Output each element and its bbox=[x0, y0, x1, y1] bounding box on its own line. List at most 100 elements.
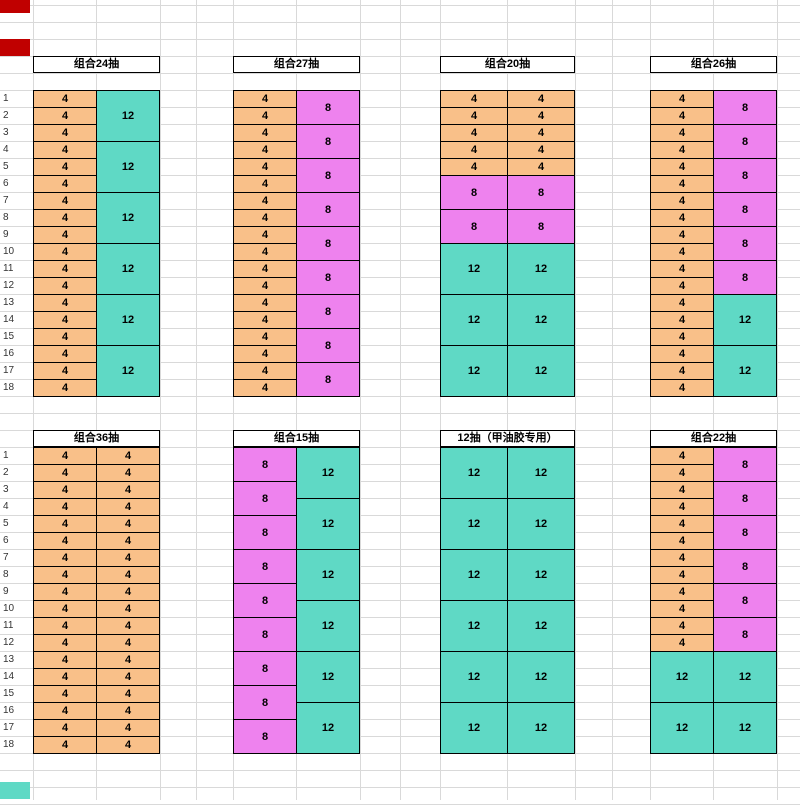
value-cell[interactable]: 4 bbox=[651, 278, 713, 294]
value-cell[interactable]: 4 bbox=[34, 295, 96, 311]
row-number-cell[interactable]: 2 bbox=[3, 467, 9, 478]
value-cell[interactable]: 4 bbox=[97, 635, 159, 651]
group-title[interactable]: 组合20抽 bbox=[440, 56, 575, 73]
row-number-cell[interactable]: 12 bbox=[3, 280, 15, 291]
value-cell[interactable]: 4 bbox=[97, 652, 159, 668]
value-cell[interactable]: 4 bbox=[34, 686, 96, 702]
value-cell[interactable]: 4 bbox=[651, 329, 713, 345]
value-cell[interactable]: 4 bbox=[34, 108, 96, 124]
value-cell[interactable]: 12 bbox=[97, 193, 159, 243]
row-number-cell[interactable]: 6 bbox=[3, 178, 9, 189]
value-cell[interactable]: 4 bbox=[234, 329, 296, 345]
value-cell[interactable]: 4 bbox=[651, 499, 713, 515]
value-cell[interactable]: 4 bbox=[34, 244, 96, 260]
value-cell[interactable]: 4 bbox=[97, 720, 159, 736]
value-cell[interactable]: 4 bbox=[651, 550, 713, 566]
value-cell[interactable]: 4 bbox=[234, 142, 296, 158]
value-cell[interactable]: 8 bbox=[234, 448, 296, 481]
row-number-cell[interactable]: 1 bbox=[3, 450, 9, 461]
value-cell[interactable]: 4 bbox=[651, 346, 713, 362]
value-cell[interactable]: 8 bbox=[714, 516, 776, 549]
value-cell[interactable]: 8 bbox=[714, 159, 776, 192]
value-cell[interactable]: 4 bbox=[97, 550, 159, 566]
value-cell[interactable]: 12 bbox=[441, 601, 507, 651]
value-cell[interactable]: 4 bbox=[234, 363, 296, 379]
value-cell[interactable]: 4 bbox=[34, 584, 96, 600]
value-cell[interactable]: 4 bbox=[34, 380, 96, 396]
value-cell[interactable]: 4 bbox=[651, 210, 713, 226]
value-cell[interactable]: 4 bbox=[651, 618, 713, 634]
value-cell[interactable]: 4 bbox=[34, 635, 96, 651]
value-cell[interactable]: 4 bbox=[651, 567, 713, 583]
value-cell[interactable]: 4 bbox=[34, 91, 96, 107]
value-cell[interactable]: 8 bbox=[234, 686, 296, 719]
value-cell[interactable]: 4 bbox=[34, 329, 96, 345]
value-cell[interactable]: 4 bbox=[34, 652, 96, 668]
value-cell[interactable]: 4 bbox=[34, 465, 96, 481]
value-cell[interactable]: 4 bbox=[234, 108, 296, 124]
value-cell[interactable]: 12 bbox=[97, 295, 159, 345]
value-cell[interactable]: 8 bbox=[714, 227, 776, 260]
value-cell[interactable]: 8 bbox=[234, 720, 296, 753]
row-number-cell[interactable]: 18 bbox=[3, 382, 15, 393]
value-cell[interactable]: 12 bbox=[441, 295, 507, 345]
value-cell[interactable]: 4 bbox=[651, 516, 713, 532]
value-cell[interactable]: 12 bbox=[714, 652, 776, 702]
value-cell[interactable]: 12 bbox=[97, 91, 159, 141]
value-cell[interactable]: 4 bbox=[651, 635, 713, 651]
value-cell[interactable]: 12 bbox=[441, 346, 507, 396]
value-cell[interactable]: 8 bbox=[714, 448, 776, 481]
value-cell[interactable]: 4 bbox=[651, 465, 713, 481]
value-cell[interactable]: 8 bbox=[297, 363, 359, 396]
row-number-cell[interactable]: 15 bbox=[3, 688, 15, 699]
group-title[interactable]: 组合36抽 bbox=[33, 430, 160, 447]
value-cell[interactable]: 12 bbox=[297, 499, 359, 549]
row-number-cell[interactable]: 12 bbox=[3, 637, 15, 648]
value-cell[interactable]: 4 bbox=[97, 448, 159, 464]
row-number-cell[interactable]: 4 bbox=[3, 501, 9, 512]
group-title[interactable]: 组合15抽 bbox=[233, 430, 360, 447]
value-cell[interactable]: 12 bbox=[714, 295, 776, 345]
value-cell[interactable]: 12 bbox=[508, 448, 574, 498]
value-cell[interactable]: 4 bbox=[234, 380, 296, 396]
value-cell[interactable]: 4 bbox=[34, 601, 96, 617]
value-cell[interactable]: 4 bbox=[651, 176, 713, 192]
group-title[interactable]: 12抽（甲油胶专用） bbox=[440, 430, 575, 447]
value-cell[interactable]: 12 bbox=[441, 244, 507, 294]
teal-cell-bottom[interactable] bbox=[0, 782, 30, 799]
row-number-cell[interactable]: 17 bbox=[3, 722, 15, 733]
value-cell[interactable]: 8 bbox=[297, 295, 359, 328]
value-cell[interactable]: 4 bbox=[34, 193, 96, 209]
value-cell[interactable]: 8 bbox=[714, 618, 776, 651]
value-cell[interactable]: 4 bbox=[508, 91, 574, 107]
value-cell[interactable]: 4 bbox=[508, 125, 574, 141]
value-cell[interactable]: 4 bbox=[34, 567, 96, 583]
value-cell[interactable]: 4 bbox=[34, 159, 96, 175]
value-cell[interactable]: 4 bbox=[34, 176, 96, 192]
row-number-cell[interactable]: 10 bbox=[3, 246, 15, 257]
row-number-cell[interactable]: 7 bbox=[3, 195, 9, 206]
value-cell[interactable]: 12 bbox=[651, 652, 713, 702]
row-number-cell[interactable]: 9 bbox=[3, 586, 9, 597]
value-cell[interactable]: 4 bbox=[234, 176, 296, 192]
red-cell-top-1[interactable] bbox=[0, 0, 30, 13]
value-cell[interactable]: 4 bbox=[651, 295, 713, 311]
value-cell[interactable]: 4 bbox=[234, 159, 296, 175]
value-cell[interactable]: 4 bbox=[234, 227, 296, 243]
value-cell[interactable]: 12 bbox=[508, 499, 574, 549]
value-cell[interactable]: 4 bbox=[97, 703, 159, 719]
value-cell[interactable]: 4 bbox=[97, 737, 159, 753]
value-cell[interactable]: 8 bbox=[297, 91, 359, 124]
value-cell[interactable]: 12 bbox=[714, 346, 776, 396]
value-cell[interactable]: 12 bbox=[441, 448, 507, 498]
value-cell[interactable]: 4 bbox=[234, 346, 296, 362]
value-cell[interactable]: 4 bbox=[651, 380, 713, 396]
value-cell[interactable]: 4 bbox=[508, 159, 574, 175]
value-cell[interactable]: 8 bbox=[297, 261, 359, 294]
value-cell[interactable]: 8 bbox=[714, 584, 776, 617]
value-cell[interactable]: 4 bbox=[441, 125, 507, 141]
value-cell[interactable]: 8 bbox=[234, 652, 296, 685]
value-cell[interactable]: 4 bbox=[34, 720, 96, 736]
value-cell[interactable]: 4 bbox=[441, 108, 507, 124]
value-cell[interactable]: 12 bbox=[508, 601, 574, 651]
